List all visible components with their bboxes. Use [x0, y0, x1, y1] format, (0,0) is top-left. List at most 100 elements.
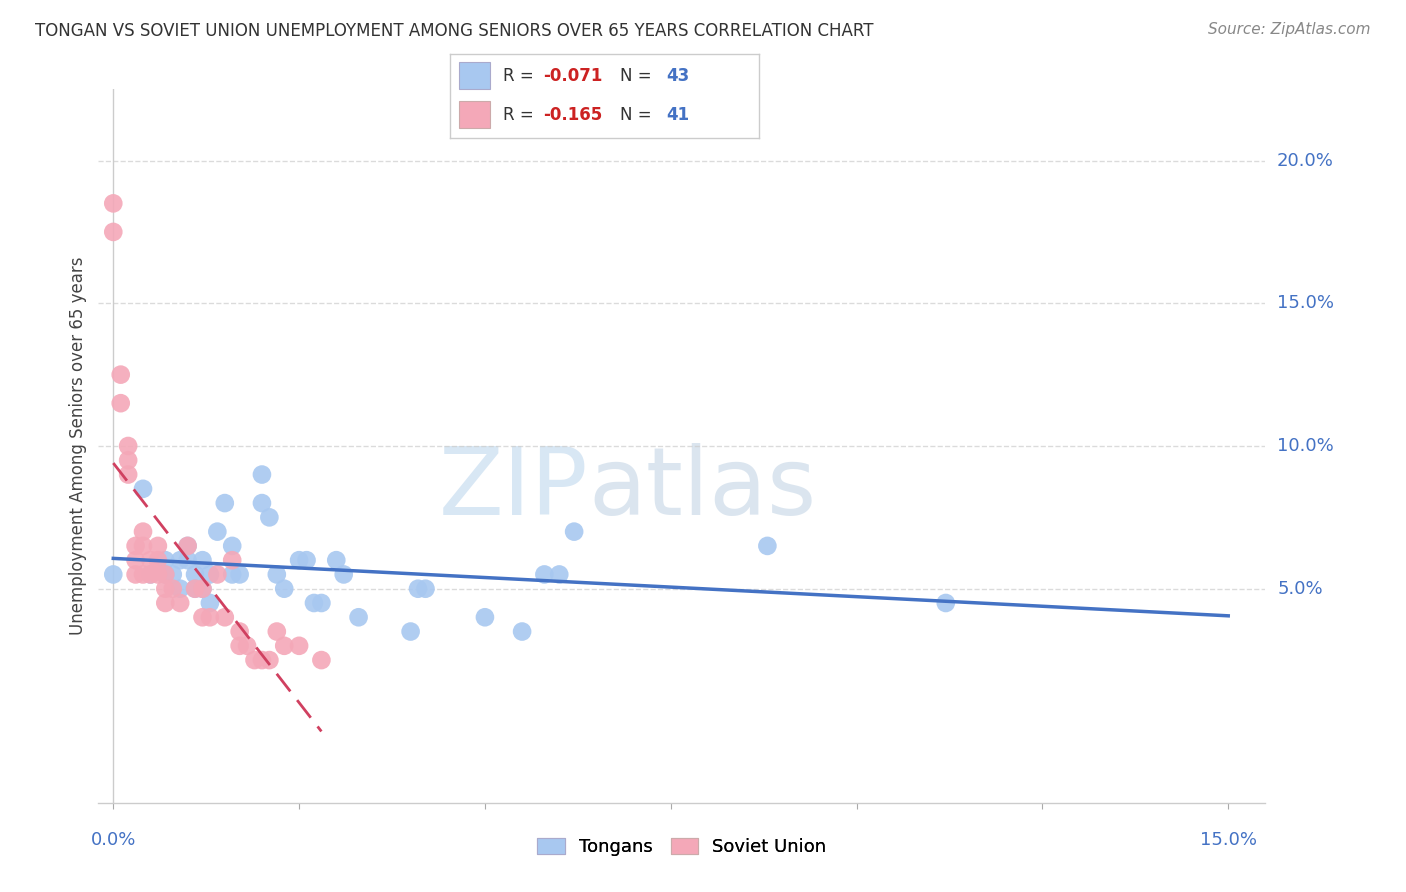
Point	[198, 567, 221, 582]
Point	[250, 496, 273, 510]
Point	[132, 482, 155, 496]
Point	[266, 567, 288, 582]
Point	[169, 553, 191, 567]
Point	[117, 453, 139, 467]
Point	[273, 582, 295, 596]
Point	[221, 539, 243, 553]
Point	[756, 539, 779, 553]
Point	[250, 653, 273, 667]
Point	[562, 524, 585, 539]
Point	[311, 653, 333, 667]
Point	[207, 524, 229, 539]
Text: -0.165: -0.165	[543, 105, 602, 123]
Point	[221, 567, 243, 582]
Bar	[460, 62, 491, 89]
Point	[266, 624, 288, 639]
Point	[191, 553, 214, 567]
Text: R =: R =	[502, 67, 538, 85]
Legend: Tongans, Soviet Union: Tongans, Soviet Union	[529, 829, 835, 865]
Point	[259, 653, 281, 667]
Text: Source: ZipAtlas.com: Source: ZipAtlas.com	[1208, 22, 1371, 37]
Point	[176, 539, 198, 553]
Point	[132, 524, 155, 539]
Point	[243, 653, 266, 667]
Point	[103, 196, 125, 211]
Text: 20.0%: 20.0%	[1277, 152, 1334, 169]
Point	[184, 582, 207, 596]
Text: ZIP: ZIP	[439, 442, 589, 535]
Point	[214, 610, 236, 624]
Point	[103, 567, 125, 582]
Text: -0.071: -0.071	[543, 67, 602, 85]
Point	[184, 567, 207, 582]
Point	[273, 639, 295, 653]
Point	[110, 396, 132, 410]
Text: N =: N =	[620, 105, 657, 123]
Point	[228, 624, 250, 639]
Point	[132, 539, 155, 553]
Point	[155, 596, 177, 610]
Point	[146, 553, 169, 567]
Point	[191, 610, 214, 624]
Point	[332, 567, 354, 582]
Point	[935, 596, 957, 610]
Text: 15.0%: 15.0%	[1277, 294, 1334, 312]
Point	[259, 510, 281, 524]
Point	[184, 582, 207, 596]
Point	[214, 496, 236, 510]
Point	[228, 567, 250, 582]
Point	[548, 567, 571, 582]
Point	[288, 553, 311, 567]
Text: atlas: atlas	[589, 442, 817, 535]
Point	[198, 596, 221, 610]
Point	[139, 553, 162, 567]
Point	[399, 624, 422, 639]
Point	[124, 539, 146, 553]
Point	[139, 567, 162, 582]
Text: 41: 41	[666, 105, 689, 123]
Point	[176, 539, 198, 553]
Point	[103, 225, 125, 239]
Point	[415, 582, 437, 596]
Point	[169, 596, 191, 610]
Point	[155, 582, 177, 596]
Text: 5.0%: 5.0%	[1277, 580, 1323, 598]
Point	[162, 582, 184, 596]
Point	[221, 553, 243, 567]
Point	[176, 553, 198, 567]
Point	[250, 467, 273, 482]
Point	[311, 596, 333, 610]
Point	[510, 624, 533, 639]
Point	[110, 368, 132, 382]
Point	[155, 553, 177, 567]
Point	[295, 553, 318, 567]
Text: 43: 43	[666, 67, 690, 85]
Text: 15.0%: 15.0%	[1199, 831, 1257, 849]
Point	[162, 567, 184, 582]
Point	[155, 567, 177, 582]
Text: R =: R =	[502, 105, 538, 123]
Point	[198, 610, 221, 624]
Point	[347, 610, 370, 624]
Bar	[460, 101, 491, 128]
Point	[146, 567, 169, 582]
Point	[533, 567, 555, 582]
Point	[169, 582, 191, 596]
Point	[228, 639, 250, 653]
Point	[117, 439, 139, 453]
Y-axis label: Unemployment Among Seniors over 65 years: Unemployment Among Seniors over 65 years	[69, 257, 87, 635]
Point	[191, 582, 214, 596]
Point	[132, 567, 155, 582]
Point	[236, 639, 259, 653]
Point	[117, 467, 139, 482]
Point	[302, 596, 325, 610]
Point	[207, 567, 229, 582]
Text: 10.0%: 10.0%	[1277, 437, 1334, 455]
Point	[474, 610, 496, 624]
Point	[146, 539, 169, 553]
Text: N =: N =	[620, 67, 657, 85]
Point	[406, 582, 429, 596]
Point	[139, 567, 162, 582]
Point	[191, 582, 214, 596]
Point	[155, 567, 177, 582]
